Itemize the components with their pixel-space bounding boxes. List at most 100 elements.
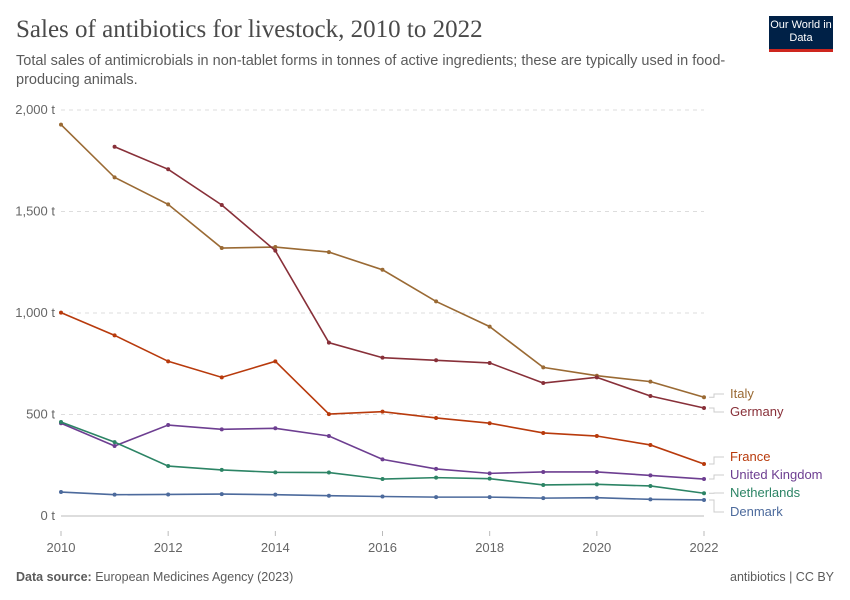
data-point xyxy=(702,497,706,502)
data-point xyxy=(166,359,171,364)
data-point xyxy=(702,406,706,411)
data-point xyxy=(434,415,439,420)
x-tick-label: 2016 xyxy=(368,540,397,555)
data-point xyxy=(648,394,653,399)
data-point xyxy=(380,477,385,482)
data-point xyxy=(648,473,653,478)
data-point xyxy=(594,375,599,380)
series-label: Denmark xyxy=(730,504,783,519)
data-point xyxy=(487,476,492,481)
data-point xyxy=(112,333,117,338)
series-line-united-kingdom xyxy=(60,422,705,480)
data-point xyxy=(648,379,653,384)
data-point xyxy=(487,471,492,476)
data-source: Data source: European Medicines Agency (… xyxy=(16,570,293,584)
data-point xyxy=(59,420,63,425)
source-label: Data source: xyxy=(16,570,92,584)
data-point xyxy=(219,492,224,497)
data-point xyxy=(594,469,599,474)
data-point xyxy=(648,483,653,488)
data-point xyxy=(166,464,171,469)
data-point xyxy=(541,365,546,370)
data-point xyxy=(541,469,546,474)
data-point xyxy=(380,457,385,462)
label-connector xyxy=(709,499,724,513)
x-tick-label: 2010 xyxy=(47,540,76,555)
data-point xyxy=(380,409,385,414)
data-point xyxy=(326,434,331,439)
data-point xyxy=(380,267,385,272)
data-point xyxy=(219,246,224,251)
data-point xyxy=(166,423,171,428)
data-point xyxy=(434,299,439,304)
data-point xyxy=(380,355,385,360)
data-point xyxy=(434,358,439,363)
data-point xyxy=(326,412,331,417)
label-connector xyxy=(709,407,724,413)
data-point xyxy=(541,482,546,487)
data-point xyxy=(166,167,171,172)
y-tick-label: 1,500 t xyxy=(15,204,55,219)
y-tick-label: 1,000 t xyxy=(15,305,55,320)
data-point xyxy=(594,482,599,487)
data-point xyxy=(326,250,331,255)
series-label: Netherlands xyxy=(730,485,801,500)
data-point xyxy=(59,122,63,127)
source-link[interactable]: European Medicines Agency (2023) xyxy=(95,570,294,584)
data-point xyxy=(273,359,278,364)
label-connector xyxy=(709,393,724,398)
data-point xyxy=(434,495,439,500)
data-point xyxy=(273,248,278,253)
data-point xyxy=(219,467,224,472)
data-point xyxy=(112,440,117,445)
data-point xyxy=(541,430,546,435)
series-line-france xyxy=(60,311,705,465)
x-tick-label: 2022 xyxy=(690,540,719,555)
series-label: United Kingdom xyxy=(730,467,823,482)
series-label: France xyxy=(730,449,770,464)
data-point xyxy=(326,493,331,498)
x-tick-label: 2020 xyxy=(582,540,611,555)
data-point xyxy=(487,360,492,365)
data-point xyxy=(59,310,63,315)
data-point xyxy=(702,491,706,496)
data-point xyxy=(273,245,278,250)
data-point xyxy=(487,495,492,500)
data-point xyxy=(219,203,224,208)
data-point xyxy=(273,426,278,431)
chart-subtitle: Total sales of antimicrobials in non-tab… xyxy=(16,53,726,88)
data-point xyxy=(326,340,331,345)
data-point xyxy=(594,434,599,439)
series-label: Italy xyxy=(730,386,754,401)
x-tick-label: 2014 xyxy=(261,540,290,555)
data-point xyxy=(487,324,492,329)
y-tick-label: 2,000 t xyxy=(15,102,55,117)
data-point xyxy=(702,462,706,467)
data-point xyxy=(541,496,546,501)
chart-title: Sales of antibiotics for livestock, 2010… xyxy=(16,16,483,43)
label-connector xyxy=(709,474,724,480)
label-connector xyxy=(709,456,724,465)
x-tick-label: 2018 xyxy=(475,540,504,555)
data-point xyxy=(219,427,224,432)
license[interactable]: antibiotics | CC BY xyxy=(730,570,834,584)
y-tick-label: 0 t xyxy=(41,508,56,523)
data-point xyxy=(326,470,331,475)
data-point xyxy=(59,490,63,495)
data-point xyxy=(702,395,706,400)
data-point xyxy=(648,442,653,447)
data-point xyxy=(166,202,171,207)
data-point xyxy=(702,477,706,482)
data-point xyxy=(166,492,171,497)
data-point xyxy=(112,144,117,149)
data-point xyxy=(219,375,224,380)
data-point xyxy=(487,421,492,426)
data-point xyxy=(434,475,439,480)
owid-logo[interactable]: Our World in Data xyxy=(769,16,833,52)
data-point xyxy=(648,497,653,502)
data-point xyxy=(434,466,439,471)
data-point xyxy=(380,494,385,499)
y-tick-label: 500 t xyxy=(26,407,55,422)
